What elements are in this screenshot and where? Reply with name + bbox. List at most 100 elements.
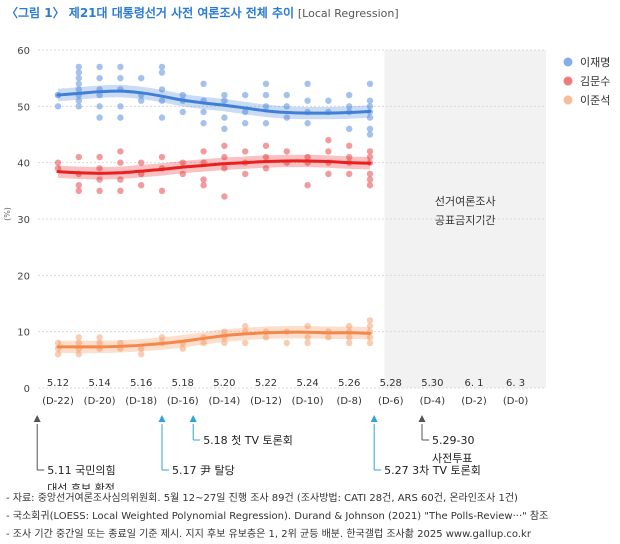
data-point (117, 103, 124, 110)
event-label-line2: 사전투표 (432, 452, 472, 465)
data-point (138, 345, 145, 352)
event-marker-icon (33, 415, 41, 422)
x-tick-dday: (D-2) (461, 396, 487, 407)
data-point (242, 120, 249, 127)
blackout-label-line2: 공표금지기간 (435, 214, 496, 227)
footnote-source: - 자료: 중앙선거여론조사심의위원회. 5월 12~27일 진행 조사 89건… (6, 493, 518, 504)
data-point (262, 334, 270, 341)
data-point (242, 339, 249, 347)
data-point (366, 322, 374, 330)
data-point (54, 103, 62, 110)
trend-line (56, 89, 372, 115)
data-point (346, 91, 353, 99)
data-point (96, 334, 103, 341)
data-point (304, 334, 311, 341)
data-point (158, 69, 166, 76)
event-label: 5.27 3차 TV 토론회 (384, 464, 481, 477)
data-point (346, 142, 353, 149)
data-point (262, 165, 270, 172)
data-point (366, 148, 374, 155)
data-point (117, 339, 124, 347)
data-point (304, 120, 311, 127)
data-point (304, 339, 311, 347)
x-tick-dday: (D-10) (292, 396, 324, 407)
trend-band (58, 154, 370, 180)
trend-line (56, 159, 372, 175)
data-point (158, 187, 166, 195)
data-point (221, 97, 228, 104)
y-tick-label: 10 (17, 328, 30, 339)
data-point (117, 114, 124, 121)
y-tick-label: 50 (17, 102, 30, 113)
trend-line (56, 330, 372, 349)
data-point (158, 63, 166, 71)
data-point (96, 91, 103, 99)
data-point (138, 97, 145, 104)
data-point (283, 91, 290, 99)
data-point (75, 187, 83, 195)
data-point (158, 334, 166, 341)
data-point (304, 80, 311, 88)
chart-title-method: [Local Regression] (297, 7, 399, 20)
data-point (158, 97, 166, 104)
data-point (75, 74, 83, 82)
trend-band (58, 325, 370, 354)
data-point (346, 125, 353, 133)
y-tick-label: 30 (17, 215, 30, 226)
data-point (117, 159, 124, 166)
data-point (221, 165, 228, 172)
event-label: 5.17 尹 탈당 (172, 464, 235, 477)
x-tick-dday: (D-12) (250, 396, 282, 407)
event-label: 5.29-30 (432, 434, 474, 447)
data-point (221, 125, 228, 133)
x-tick-date: 5.16 (130, 378, 152, 389)
legend-label: 김문수 (580, 75, 610, 88)
x-tick-dday: (D-8) (336, 396, 362, 407)
data-point (158, 114, 166, 121)
data-point (242, 108, 249, 116)
data-point (75, 103, 83, 110)
data-point (179, 108, 186, 116)
data-point (325, 334, 332, 341)
x-tick-date: 5.30 (421, 378, 443, 389)
data-point (221, 142, 228, 149)
x-tick-dday: (D-16) (167, 396, 199, 407)
data-point (117, 63, 124, 71)
chart-title-text: 〈그림 1〉 제21대 대통령선거 사전 여론조사 전체 추이 (6, 6, 295, 20)
data-point (262, 142, 270, 149)
data-point (304, 322, 311, 330)
y-tick-label: 20 (17, 271, 30, 282)
data-point (366, 125, 374, 133)
data-point (138, 351, 145, 358)
data-point (75, 339, 83, 347)
data-point (75, 351, 83, 358)
event-marker-icon (418, 415, 426, 422)
event-marker-icon (158, 415, 166, 422)
event-marker-icon (189, 415, 197, 422)
data-point (179, 159, 186, 166)
y-unit-label: (%) (3, 207, 12, 221)
data-point (200, 148, 207, 155)
data-point (75, 63, 83, 71)
y-tick-label: 40 (17, 159, 30, 170)
data-point (366, 114, 374, 121)
data-point (138, 74, 145, 82)
x-tick-date: 6. 1 (464, 378, 483, 389)
data-point (262, 103, 270, 110)
x-tick-date: 5.22 (255, 378, 277, 389)
data-point (304, 182, 311, 189)
y-tick-label: 60 (17, 46, 30, 57)
data-point (262, 91, 270, 99)
data-point (346, 153, 353, 161)
data-point (200, 120, 207, 127)
data-point (75, 182, 83, 189)
data-point (117, 148, 124, 155)
data-point (283, 339, 290, 347)
data-point (346, 322, 353, 330)
data-point (138, 159, 145, 166)
data-point (262, 80, 270, 88)
data-point (221, 114, 228, 121)
data-point (366, 80, 374, 88)
data-point (242, 91, 249, 99)
